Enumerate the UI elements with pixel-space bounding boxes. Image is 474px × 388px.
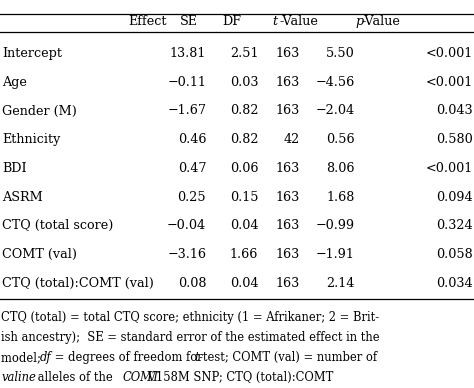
Text: 163: 163 — [275, 277, 300, 290]
Text: model;: model; — [1, 351, 45, 364]
Text: 163: 163 — [275, 248, 300, 261]
Text: = degrees of freedom for: = degrees of freedom for — [51, 351, 206, 364]
Text: t: t — [273, 15, 278, 28]
Text: <0.001: <0.001 — [426, 162, 473, 175]
Text: <0.001: <0.001 — [426, 76, 473, 89]
Text: 5.50: 5.50 — [326, 47, 355, 60]
Text: 0.06: 0.06 — [230, 162, 258, 175]
Text: 1.68: 1.68 — [326, 191, 355, 204]
Text: 0.47: 0.47 — [178, 162, 206, 175]
Text: 0.04: 0.04 — [230, 277, 258, 290]
Text: −0.11: −0.11 — [167, 76, 206, 89]
Text: 0.034: 0.034 — [437, 277, 473, 290]
Text: −0.04: −0.04 — [167, 219, 206, 232]
Text: 0.82: 0.82 — [230, 104, 258, 118]
Text: COMT: COMT — [122, 371, 160, 385]
Text: ish ancestry);  SE = standard error of the estimated effect in the: ish ancestry); SE = standard error of th… — [1, 331, 380, 344]
Text: 163: 163 — [275, 76, 300, 89]
Text: Gender (M): Gender (M) — [2, 104, 77, 118]
Text: 0.324: 0.324 — [437, 219, 473, 232]
Text: 163: 163 — [275, 104, 300, 118]
Text: 1.66: 1.66 — [230, 248, 258, 261]
Text: 0.46: 0.46 — [178, 133, 206, 146]
Text: Effect: Effect — [128, 15, 166, 28]
Text: Ethnicity: Ethnicity — [2, 133, 61, 146]
Text: 0.03: 0.03 — [230, 76, 258, 89]
Text: 163: 163 — [275, 191, 300, 204]
Text: 0.25: 0.25 — [178, 191, 206, 204]
Text: 2.51: 2.51 — [230, 47, 258, 60]
Text: −4.56: −4.56 — [315, 76, 355, 89]
Text: 163: 163 — [275, 219, 300, 232]
Text: -test; COMT (val) = number of: -test; COMT (val) = number of — [200, 351, 378, 364]
Text: 0.058: 0.058 — [436, 248, 473, 261]
Text: 163: 163 — [275, 47, 300, 60]
Text: 42: 42 — [283, 133, 300, 146]
Text: -Value: -Value — [279, 15, 318, 28]
Text: 0.82: 0.82 — [230, 133, 258, 146]
Text: −1.67: −1.67 — [167, 104, 206, 118]
Text: −2.04: −2.04 — [315, 104, 355, 118]
Text: Age: Age — [2, 76, 27, 89]
Text: V158M SNP; CTQ (total):COMT: V158M SNP; CTQ (total):COMT — [145, 371, 334, 385]
Text: BDI: BDI — [2, 162, 27, 175]
Text: 0.043: 0.043 — [437, 104, 473, 118]
Text: CTQ (total) = total CTQ score; ethnicity (1 = Afrikaner; 2 = Brit-: CTQ (total) = total CTQ score; ethnicity… — [1, 311, 380, 324]
Text: -Value: -Value — [362, 15, 401, 28]
Text: alleles of the: alleles of the — [35, 371, 117, 385]
Text: DF: DF — [223, 15, 242, 28]
Text: 0.094: 0.094 — [437, 191, 473, 204]
Text: 0.15: 0.15 — [230, 191, 258, 204]
Text: <0.001: <0.001 — [426, 47, 473, 60]
Text: ASRM: ASRM — [2, 191, 43, 204]
Text: 2.14: 2.14 — [326, 277, 355, 290]
Text: −0.99: −0.99 — [315, 219, 355, 232]
Text: valine: valine — [1, 371, 36, 385]
Text: 163: 163 — [275, 162, 300, 175]
Text: df: df — [40, 351, 52, 364]
Text: CTQ (total score): CTQ (total score) — [2, 219, 114, 232]
Text: t: t — [194, 351, 199, 364]
Text: p: p — [355, 15, 363, 28]
Text: 0.580: 0.580 — [436, 133, 473, 146]
Text: Intercept: Intercept — [2, 47, 63, 60]
Text: 0.08: 0.08 — [178, 277, 206, 290]
Text: 8.06: 8.06 — [326, 162, 355, 175]
Text: 0.04: 0.04 — [230, 219, 258, 232]
Text: COMT (val): COMT (val) — [2, 248, 77, 261]
Text: −3.16: −3.16 — [167, 248, 206, 261]
Text: 13.81: 13.81 — [170, 47, 206, 60]
Text: 0.56: 0.56 — [326, 133, 355, 146]
Text: SE: SE — [180, 15, 198, 28]
Text: −1.91: −1.91 — [316, 248, 355, 261]
Text: CTQ (total):COMT (val): CTQ (total):COMT (val) — [2, 277, 154, 290]
